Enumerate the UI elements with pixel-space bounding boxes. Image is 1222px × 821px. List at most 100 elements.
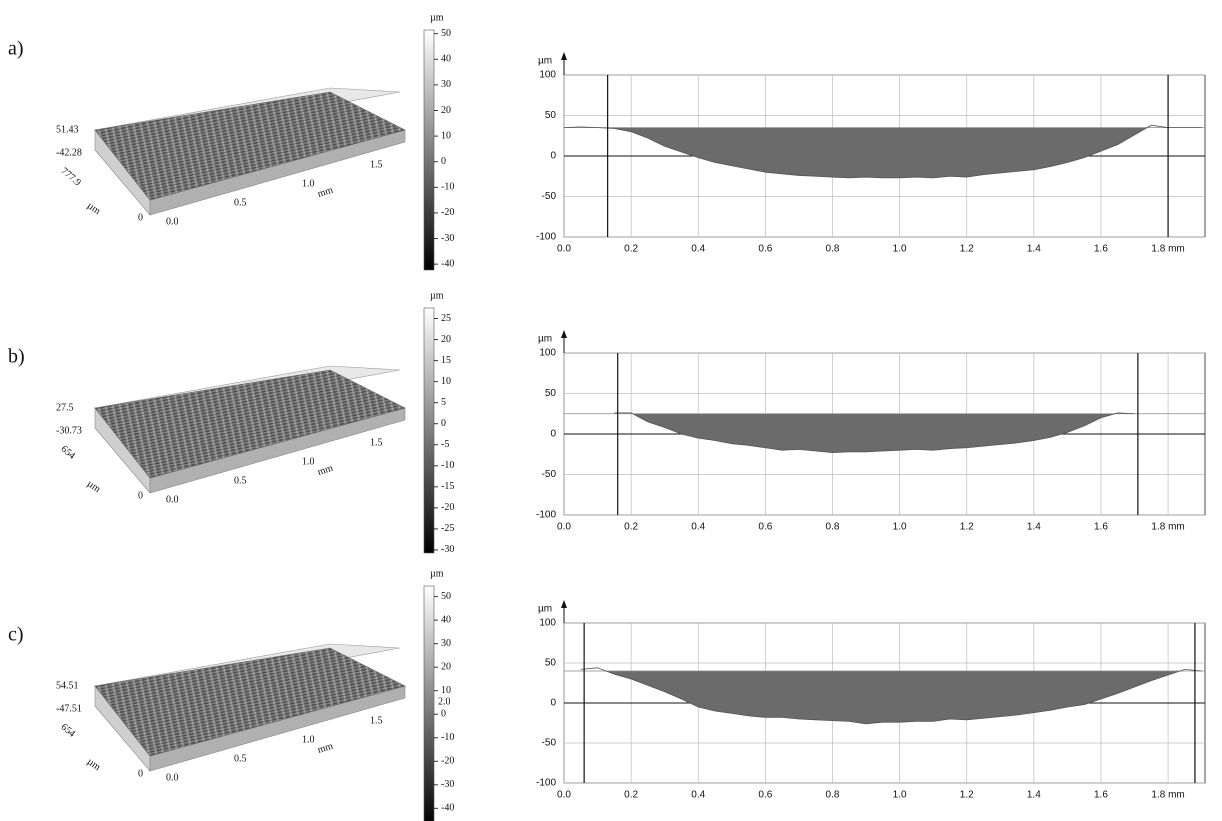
x-tick-label: 0.4 [691,244,705,255]
colorbar-tick-label: 25 [441,313,451,324]
colorbar-tick-label: 30 [441,638,451,649]
panel-label: c) [8,624,24,646]
colorbar-tick-label: 10 [441,376,451,387]
origin-label: 0 [138,490,143,501]
y-tick-label: -50 [542,469,557,480]
colorbar-tick-label: 15 [441,355,451,366]
x-axis-label: 0.5 [234,197,247,208]
colorbar-tick-label: -10 [441,732,454,743]
z-min-label: -30.73 [56,425,82,436]
colorbar-unit: µm [430,290,444,301]
y-tick-label: 0 [550,698,556,709]
x-tick-label: 1.8 mm [1151,790,1184,801]
colorbar-tick-label: -20 [441,756,454,767]
z-max-label: 51.43 [56,124,79,135]
x-axis-label: 1.0 [302,734,315,745]
colorbar [424,586,434,821]
colorbar-tick-label: -5 [441,439,449,450]
y-tick-label: 50 [545,658,557,669]
colorbar-tick-label: 20 [441,334,451,345]
x-axis-label: 0.0 [166,216,179,227]
x-tick-label: 1.4 [1027,790,1041,801]
colorbar-tick-label: -30 [441,779,454,790]
x-tick-label: 0.2 [624,790,638,801]
x-tick-label: 1.8 mm [1151,522,1184,533]
colorbar-tick-label: -30 [441,544,454,555]
y-tick-label: 50 [545,110,557,121]
z-max-label: 27.5 [56,402,74,413]
x-axis-label: 0.0 [166,772,179,783]
x-axis-label: 1.5 [370,715,383,726]
z-min-label: -42.28 [56,147,82,158]
y-tick-label: 0 [550,151,556,162]
y-tick-label: -50 [542,191,557,202]
colorbar-tick-label: -30 [441,233,454,244]
colorbar-tick-label: 50 [441,591,451,602]
colorbar-tick-label: 40 [441,54,451,65]
figure: a)51.43-42.28777.9µm00.00.51.01.5mmµm504… [0,0,1222,821]
x-tick-label: 0.2 [624,522,638,533]
x-tick-label: 0.8 [826,244,840,255]
arrow-head [561,52,567,60]
origin-label: 0 [138,212,143,223]
y-axis-label: µm [538,334,552,345]
depth-label: 654 [59,444,78,462]
y-axis-label: µm [538,56,552,67]
colorbar-tick-label: 5 [441,397,446,408]
y-tick-label: -100 [536,510,556,521]
arrow-head [561,330,567,338]
colorbar-tick-label: -20 [441,502,454,513]
z-max-label: 54.51 [56,680,79,691]
x-tick-label: 1.2 [960,790,974,801]
panel-label: b) [8,346,25,368]
x-axis-label: 0.5 [234,475,247,486]
x-tick-label: 1.4 [1027,522,1041,533]
x-tick-label: 1.2 [960,244,974,255]
colorbar-tick-label: 30 [441,79,451,90]
y-tick-label: -100 [536,778,556,789]
arrow-head [561,600,567,608]
colorbar-tick-label: -15 [441,481,454,492]
x-axis-label: 1.5 [370,159,383,170]
x-tick-label: 1.0 [893,244,907,255]
x-tick-label: 0.6 [758,790,772,801]
colorbar-tick-label: -20 [441,207,454,218]
colorbar-tick-label: -10 [441,460,454,471]
depth-label: 654 [59,722,78,740]
x-tick-label: 1.6 [1094,522,1108,533]
y-tick-label: 100 [539,348,556,359]
x-tick-label: 0.6 [758,522,772,533]
panel-label: a) [8,38,24,60]
x-tick-label: 0.0 [557,522,571,533]
x-tick-label: 1.2 [960,522,974,533]
depth-unit: µm [85,478,103,495]
colorbar-unit: µm [430,568,444,579]
depth-unit: µm [85,756,103,773]
x-axis-label: 0.5 [234,753,247,764]
colorbar-tick-label: 50 [441,28,451,39]
depth-label: 777.9 [59,166,83,189]
colorbar-tick-label: 0 [441,156,446,167]
y-tick-label: 100 [539,618,556,629]
origin-label: 0 [138,768,143,779]
x-axis-label: 2.0 [438,696,451,707]
x-axis-label: 1.5 [370,437,383,448]
y-axis-label: µm [538,604,552,615]
x-tick-label: 0.4 [691,522,705,533]
x-unit: mm [316,463,334,478]
y-tick-label: -100 [536,232,556,243]
x-tick-label: 0.0 [557,244,571,255]
colorbar-tick-label: 10 [441,685,451,696]
x-tick-label: 0.0 [557,790,571,801]
x-unit: mm [316,741,334,756]
x-tick-label: 1.6 [1094,790,1108,801]
x-tick-label: 1.6 [1094,244,1108,255]
y-tick-label: 100 [539,70,556,81]
colorbar-tick-label: 20 [441,105,451,116]
y-tick-label: -50 [542,738,557,749]
